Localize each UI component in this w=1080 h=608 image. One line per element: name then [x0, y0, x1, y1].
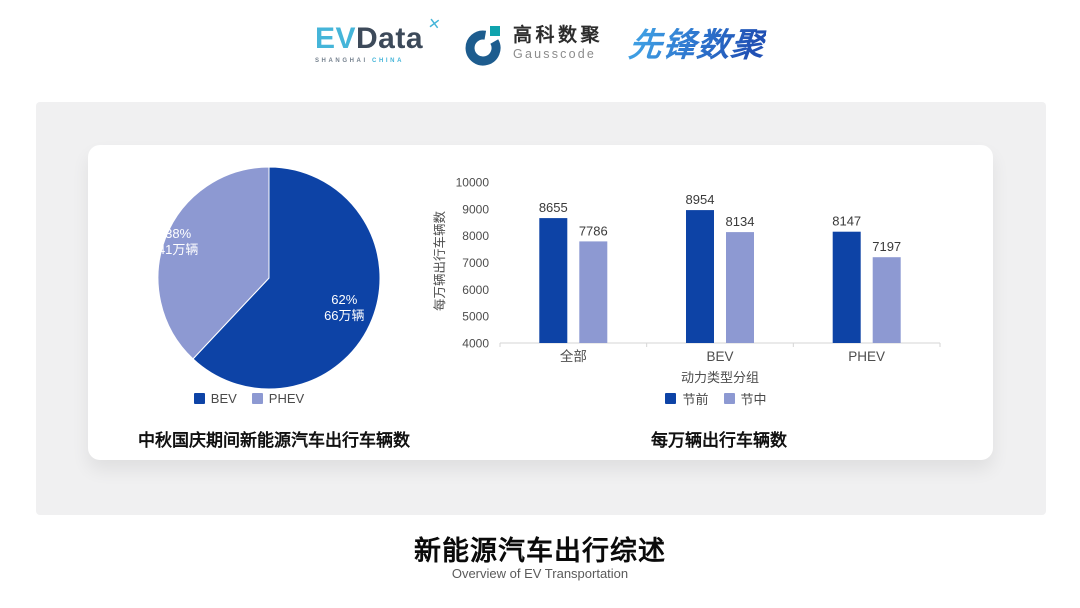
y-tick-label: 4000 [462, 337, 489, 351]
legend-item-节中: 节中 [723, 389, 767, 408]
pie-slice-bev [192, 166, 381, 390]
bar-节前-PHEV [832, 231, 861, 343]
x-category-label: BEV [706, 349, 733, 364]
page-subtitle: Overview of EV Transportation [451, 566, 629, 581]
bar-value-label: 8655 [539, 200, 568, 215]
x-axis-title: 动力类型分组 [681, 370, 759, 385]
y-tick-label: 8000 [462, 229, 489, 243]
y-tick-label: 10000 [456, 176, 490, 190]
bar-value-label: 8134 [726, 214, 755, 229]
pie-chart-title: 中秋国庆期间新能源汽车出行车辆数 [138, 431, 410, 450]
evdata-data-text: Data [355, 22, 424, 55]
charts-card: 62% 66万辆 38% 41万辆 4000 5000 6000 7000 8000 9000 10… [88, 145, 993, 460]
bar-节前-全部 [539, 218, 568, 343]
legend-swatch [723, 392, 735, 404]
legend-item-BEV: BEV [193, 390, 237, 406]
evdata-subtitle: SHANGHAI CHINA [315, 58, 404, 64]
legend-swatch [665, 392, 677, 404]
bar-value-label: 7197 [872, 239, 901, 254]
x-category-label: PHEV [848, 349, 885, 364]
bar-节前-BEV [686, 210, 714, 343]
evdata-wordmark: EVData ✕ [314, 15, 442, 55]
gausscode-en-text: Gausscode [513, 46, 597, 61]
header-logos: EVData ✕ SHANGHAI CHINA 高科数聚 Gausscode 先… [0, 15, 1080, 66]
pie-legend: BEV PHEV [88, 390, 410, 406]
gray-panel: 62% 66万辆 38% 41万辆 4000 5000 6000 7000 8000 9000 10… [36, 102, 1046, 515]
legend-label: 节前 [682, 391, 709, 407]
evdata-ev-text: EV [314, 22, 356, 55]
evdata-china-text: CHINA [372, 58, 405, 64]
y-tick-label: 5000 [462, 310, 489, 324]
y-tick-label: 6000 [462, 283, 489, 297]
legend-label: 节中 [740, 391, 767, 407]
bar-节中-BEV [726, 232, 754, 343]
legend-label: BEV [210, 390, 237, 406]
legend-label: PHEV [268, 390, 305, 406]
legend-item-节前: 节前 [665, 389, 709, 408]
pie-slice-label-bev: 62% 66万辆 [324, 292, 364, 323]
gausscode-text: 高科数聚 Gausscode [513, 25, 604, 62]
gausscode-g-icon [465, 26, 501, 66]
pie-slice-label-phev: 38% 41万辆 [158, 226, 198, 257]
y-tick-label: 7000 [462, 256, 489, 270]
evdata-shanghai-text: SHANGHAI [314, 58, 368, 64]
bar-节中-全部 [579, 241, 608, 343]
page-title: 新能源汽车出行综述 [414, 536, 666, 566]
gausscode-logo: 高科数聚 Gausscode [465, 22, 603, 66]
xianfeng-logo: 先锋数聚 [627, 25, 767, 63]
y-tick-label: 9000 [462, 202, 489, 216]
bar-节中-PHEV [872, 257, 901, 343]
legend-swatch [193, 392, 205, 404]
bar-legend: 节前 节中 [428, 389, 1004, 408]
legend-item-PHEV: PHEV [251, 390, 305, 406]
gausscode-cn-text: 高科数聚 [513, 25, 604, 47]
y-axis-title: 每万辆出行车辆数 [432, 211, 447, 312]
evdata-logo: EVData ✕ SHANGHAI CHINA [314, 15, 442, 64]
legend-swatch [251, 392, 263, 404]
charts-svg: 62% 66万辆 38% 41万辆 4000 5000 6000 7000 8000 9000 10… [157, 166, 941, 390]
x-category-label: 全部 [560, 348, 587, 364]
bar-value-label: 8147 [832, 214, 861, 229]
pie-slice-phev [157, 166, 270, 360]
bar-chart-title: 每万辆出行车辆数 [651, 431, 787, 450]
bar-value-label: 8954 [686, 192, 715, 207]
evdata-x-icon: ✕ [426, 15, 443, 34]
bar-value-label: 7786 [579, 223, 608, 238]
